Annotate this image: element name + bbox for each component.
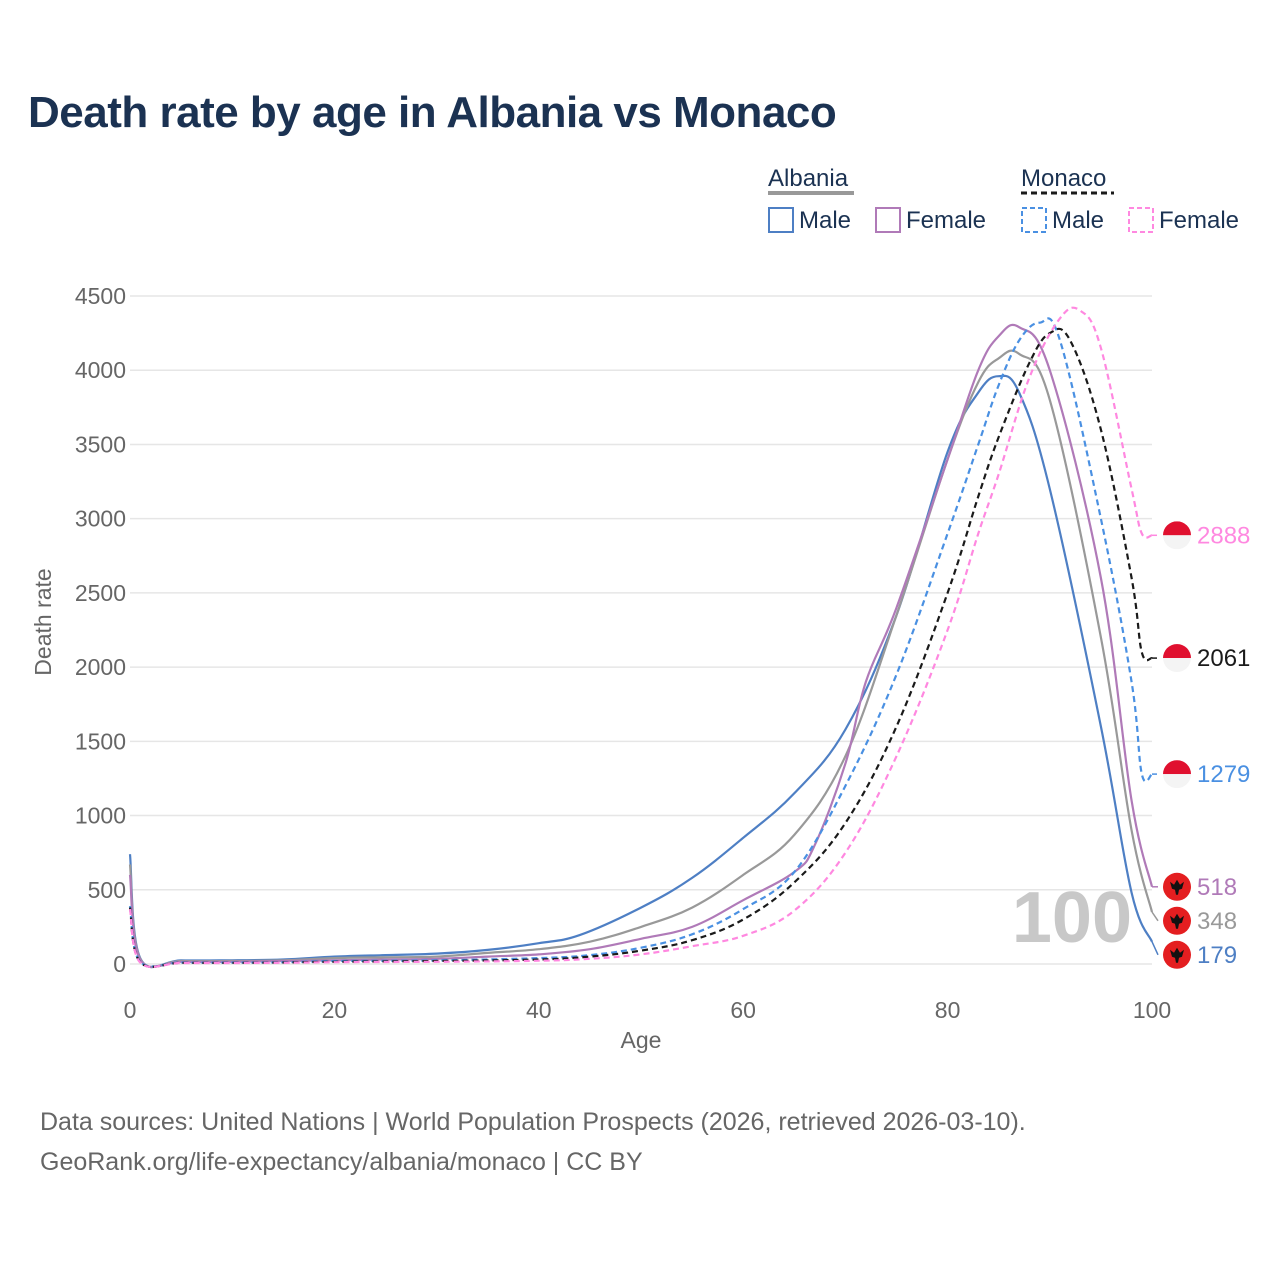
monaco-flag-icon: [1163, 760, 1191, 789]
legend-albania-female-label[interactable]: Female: [906, 207, 986, 234]
x-tick-label: 60: [730, 997, 756, 1023]
chart-title: Death rate by age in Albania vs Monaco: [28, 88, 837, 137]
attribution-text: GeoRank.org/life-expectancy/albania/mona…: [40, 1148, 643, 1176]
legend-group-albania: Albania: [768, 165, 849, 192]
y-tick-label: 0: [113, 951, 126, 977]
y-tick-label: 3000: [75, 506, 126, 532]
x-axis-ticks: 0 20 40 60 80 100: [124, 997, 1172, 1023]
end-labels: 2888 2061 1279 518 348 179: [1151, 521, 1250, 969]
end-connector-albania-both: [1151, 911, 1159, 922]
x-axis-label: Age: [621, 1027, 662, 1053]
legend-group-monaco: Monaco: [1021, 165, 1106, 192]
grid-lines: [130, 295, 1152, 965]
y-tick-label: 4500: [75, 283, 126, 309]
albania-flag-icon: [1163, 872, 1191, 901]
y-tick-label: 2000: [75, 654, 126, 680]
end-value-label-monaco-male: 1279: [1197, 761, 1250, 788]
y-tick-label: 2500: [75, 580, 126, 606]
monaco-flag-icon: [1163, 521, 1191, 550]
y-tick-label: 4000: [75, 357, 126, 383]
x-tick-label: 100: [1133, 997, 1171, 1023]
series-line-monaco-female[interactable]: [128, 306, 1153, 968]
end-value-label-monaco-female: 2888: [1197, 522, 1250, 549]
end-value-label-albania-male: 179: [1197, 942, 1237, 969]
end-value-label-monaco-both: 2061: [1197, 645, 1250, 672]
series-line-albania-female[interactable]: [128, 323, 1154, 969]
series-lines: [128, 306, 1154, 969]
series-line-albania-both[interactable]: [128, 349, 1154, 969]
y-axis-ticks: 0 500 1000 1500 2000 2500 3000 3500 4000 4500: [75, 283, 126, 977]
y-tick-label: 1500: [75, 728, 126, 754]
albania-flag-icon: [1163, 940, 1191, 969]
x-tick-label: 80: [935, 997, 961, 1023]
year-annotation: 100: [1012, 878, 1132, 958]
legend-albania-male-label[interactable]: Male: [799, 207, 851, 234]
series-line-monaco-both[interactable]: [128, 327, 1153, 968]
legend: Albania Male Female Monaco Male Female: [768, 165, 1239, 234]
legend-albania-male-swatch[interactable]: [768, 207, 794, 233]
y-tick-label: 1000: [75, 803, 126, 829]
x-tick-label: 20: [322, 997, 348, 1023]
data-sources-text: Data sources: United Nations | World Pop…: [40, 1108, 1026, 1136]
monaco-flag-icon: [1163, 644, 1191, 673]
legend-monaco-female-swatch[interactable]: [1128, 207, 1154, 233]
x-tick-label: 40: [526, 997, 552, 1023]
y-tick-label: 500: [88, 877, 126, 903]
x-tick-label: 0: [124, 997, 137, 1023]
albania-flag-icon: [1163, 906, 1191, 935]
legend-albania-female-swatch[interactable]: [875, 207, 901, 233]
end-value-label-albania-female: 518: [1197, 874, 1237, 901]
legend-monaco-male-label[interactable]: Male: [1052, 207, 1104, 234]
legend-monaco-female-label[interactable]: Female: [1159, 207, 1239, 234]
y-tick-label: 3500: [75, 431, 126, 457]
end-value-label-albania-both: 348: [1197, 908, 1237, 935]
series-line-monaco-male[interactable]: [128, 317, 1154, 968]
series-line-albania-male[interactable]: [128, 374, 1154, 969]
end-connector-albania-male: [1151, 941, 1159, 956]
legend-monaco-male-swatch[interactable]: [1021, 207, 1047, 233]
y-axis-label: Death rate: [30, 568, 56, 675]
